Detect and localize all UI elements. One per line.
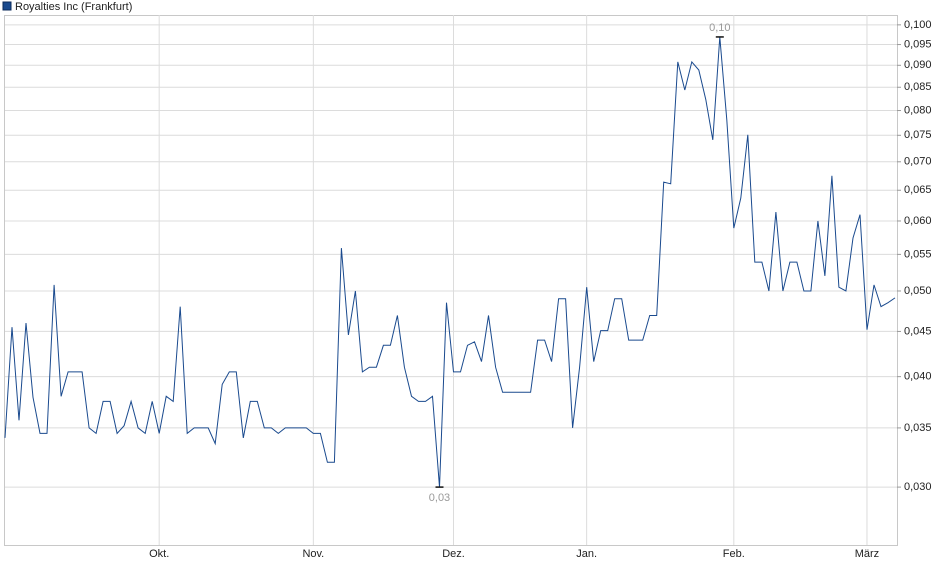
- y-tick-label: 0,040: [904, 371, 932, 383]
- x-tick-label: Nov.: [302, 548, 324, 560]
- y-tick-label: 0,045: [904, 325, 932, 337]
- y-tick-label: 0,080: [904, 104, 932, 116]
- x-tick-label: Feb.: [723, 548, 745, 560]
- legend-label: Royalties Inc (Frankfurt): [15, 1, 132, 13]
- extreme-label: 0,10: [709, 22, 730, 34]
- y-tick-label: 0,055: [904, 248, 932, 260]
- x-tick-label: Dez.: [442, 548, 465, 560]
- legend-swatch: [2, 1, 12, 11]
- y-tick-label: 0,095: [904, 38, 932, 50]
- x-tick-label: Jan.: [576, 548, 597, 560]
- y-tick-label: 0,090: [904, 59, 932, 71]
- price-line: [4, 36, 896, 488]
- y-tick-label: 0,060: [904, 215, 932, 227]
- extreme-label: 0,03: [429, 492, 450, 504]
- y-tick-label: 0,070: [904, 156, 932, 168]
- y-tick-label: 0,050: [904, 285, 932, 297]
- y-tick-label: 0,035: [904, 422, 932, 434]
- y-tick-label: 0,065: [904, 184, 932, 196]
- y-tick-label: 0,030: [904, 481, 932, 493]
- y-tick-label: 0,085: [904, 81, 932, 93]
- x-tick-label: Okt.: [149, 548, 169, 560]
- y-tick-label: 0,075: [904, 129, 932, 141]
- y-tick-label: 0,100: [904, 19, 932, 31]
- plot-frame: [4, 15, 898, 546]
- x-tick-label: März: [855, 548, 879, 560]
